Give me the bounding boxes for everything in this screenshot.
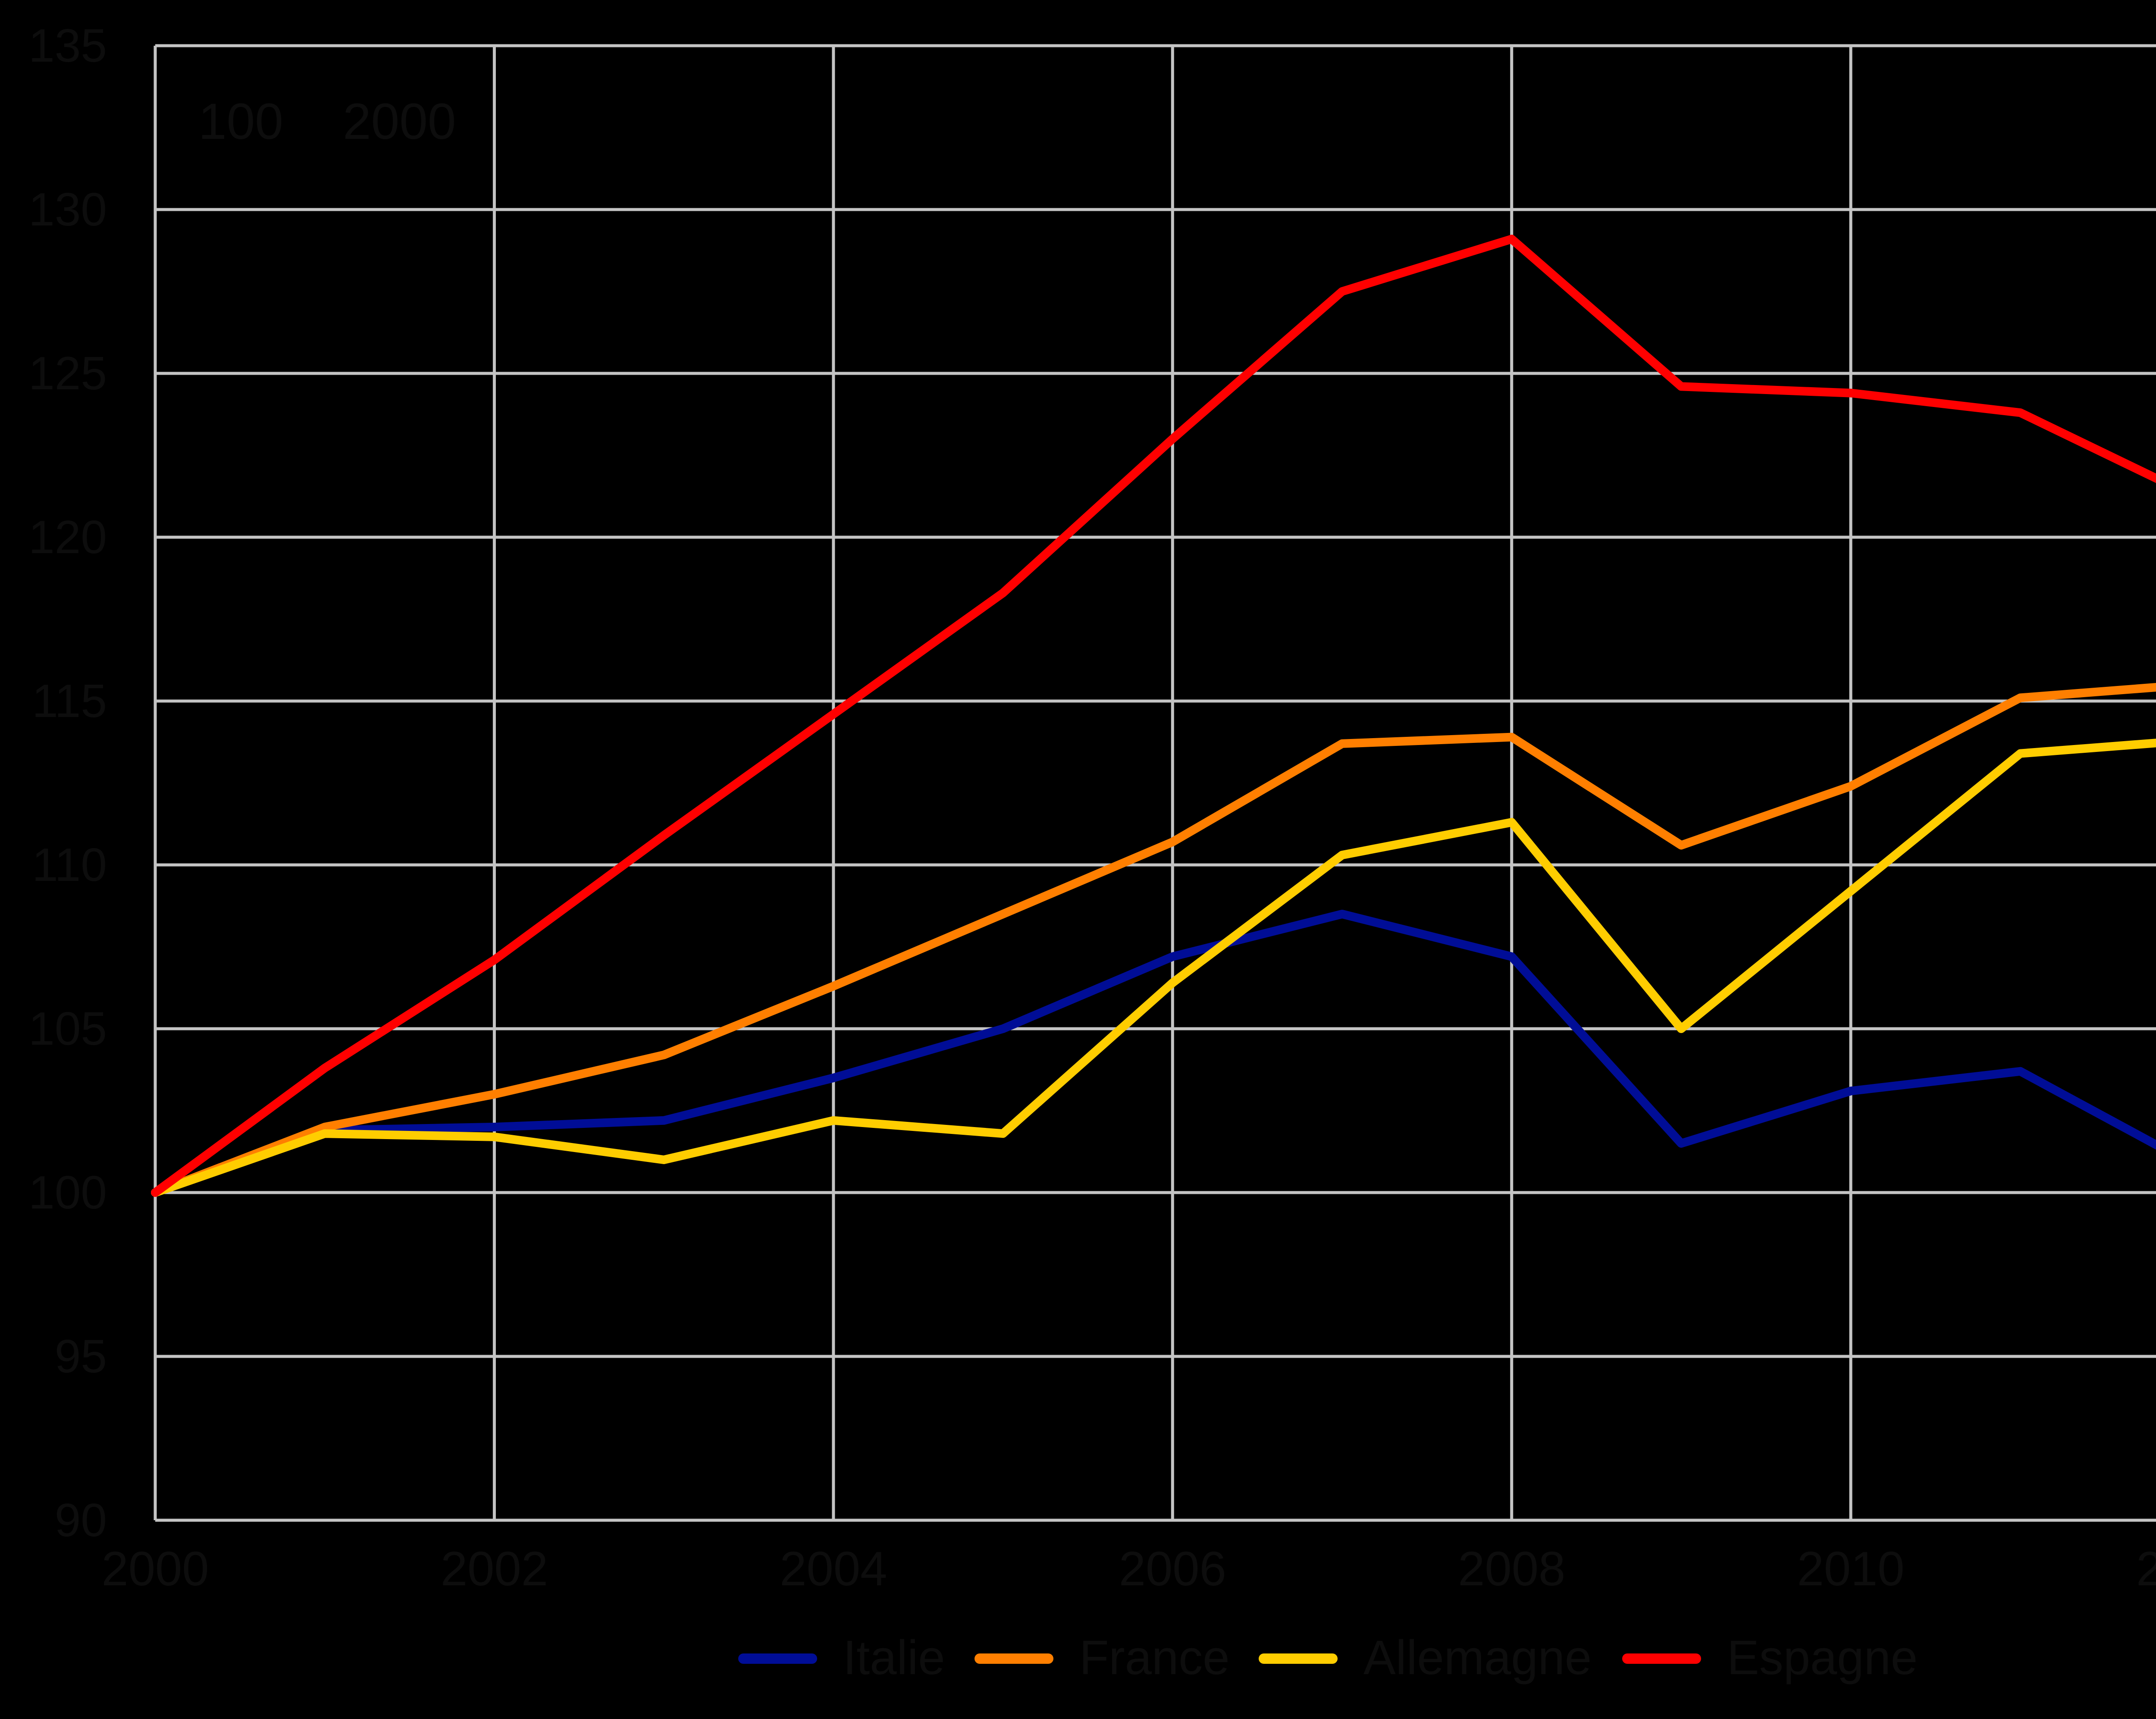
legend-dash-espagne: [1622, 1653, 1701, 1664]
legend-dash-france: [975, 1653, 1053, 1664]
x-tick-label-2002: 2002: [440, 1542, 548, 1596]
legend-label-italie: Italie: [843, 1631, 945, 1685]
y-tick-label-95: 95: [54, 1330, 107, 1383]
x-tick-label-2000: 2000: [101, 1542, 209, 1596]
legend-label-france: France: [1079, 1631, 1230, 1685]
line-allemagne: [151, 739, 2156, 1197]
x-tick-label-2006: 2006: [1119, 1542, 1226, 1596]
data-series: [151, 235, 2156, 1197]
legend-label-espagne: Espagne: [1727, 1631, 1918, 1685]
y-tick-label-120: 120: [28, 511, 107, 564]
legend-dash-allemagne: [1259, 1653, 1338, 1664]
subtitle-base-value: 100: [198, 93, 283, 150]
y-tick-label-105: 105: [28, 1002, 107, 1055]
y-tick-label-110: 110: [32, 839, 107, 891]
line-france: [151, 683, 2156, 1197]
x-tick-label-2004: 2004: [780, 1542, 887, 1596]
y-tick-label-115: 115: [32, 675, 107, 727]
x-tick-label-2010: 2010: [1797, 1542, 1905, 1596]
legend-label-allemagne: Allemagne: [1363, 1631, 1592, 1685]
y-tick-label-135: 135: [28, 19, 107, 72]
line-espagne: [151, 235, 2156, 1197]
line-italie: [151, 910, 2156, 1197]
y-tick-label-100: 100: [28, 1166, 107, 1219]
legend-dash-italie: [738, 1653, 817, 1664]
y-tick-label-90: 90: [54, 1494, 107, 1547]
x-tick-label-2008: 2008: [1458, 1542, 1566, 1596]
y-tick-label-125: 125: [28, 347, 107, 400]
subtitle-base-year: 2000: [343, 93, 456, 150]
y-tick-label-130: 130: [28, 183, 107, 236]
